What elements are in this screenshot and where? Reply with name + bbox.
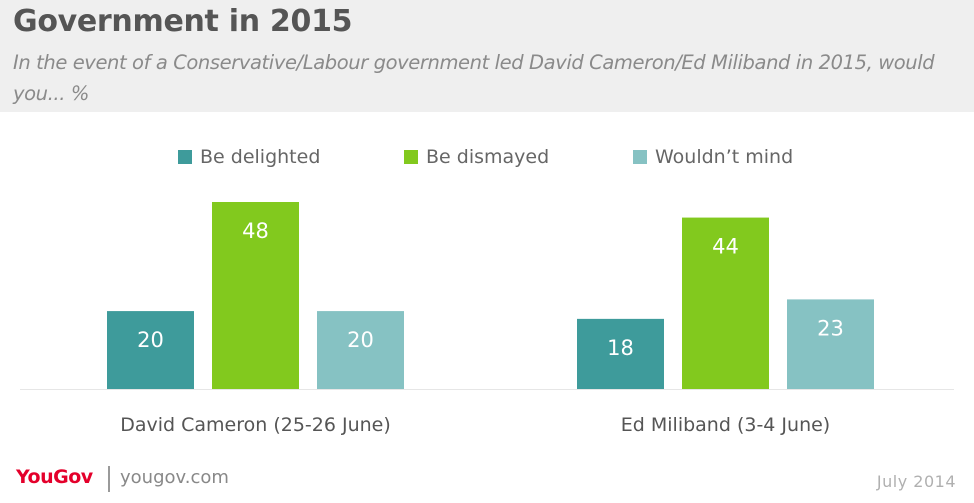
chart-title: Government in 2015 — [13, 4, 353, 39]
category-label: Ed Miliband (3-4 June) — [621, 414, 830, 436]
footer-divider — [108, 466, 110, 492]
footer-site-link[interactable]: yougov.com — [120, 467, 229, 488]
bar — [577, 318, 664, 389]
bar — [212, 202, 299, 389]
footer-date: July 2014 — [876, 472, 956, 491]
data-label: 48 — [242, 219, 269, 243]
legend-swatch-be-dismayed — [404, 150, 418, 164]
legend-item-be-delighted: Be delighted — [178, 143, 320, 171]
legend-item-be-dismayed: Be dismayed — [404, 143, 549, 171]
bar — [107, 311, 194, 389]
header-band: Government in 2015 In the event of a Con… — [0, 0, 974, 112]
data-label: 20 — [347, 328, 374, 352]
legend-item-wouldnt-mind: Wouldn’t mind — [633, 143, 793, 171]
bar — [682, 217, 769, 389]
chart-subtitle: In the event of a Conservative/Labour go… — [13, 51, 935, 105]
data-label: 23 — [817, 316, 844, 340]
yougov-logo: YouGov — [16, 466, 93, 488]
category-label: David Cameron (25-26 June) — [120, 414, 391, 436]
bar — [787, 299, 874, 389]
data-label: 44 — [712, 235, 739, 259]
legend-swatch-be-delighted — [178, 150, 192, 164]
legend: Be delighted Be dismayed Wouldn’t mind — [0, 143, 974, 171]
bar — [317, 311, 404, 389]
legend-label-be-delighted: Be delighted — [200, 146, 321, 168]
legend-label-be-dismayed: Be dismayed — [426, 146, 550, 168]
data-label: 18 — [607, 336, 634, 360]
legend-swatch-wouldnt-mind — [633, 150, 647, 164]
data-label: 20 — [137, 328, 164, 352]
legend-label-wouldnt-mind: Wouldn’t mind — [655, 146, 794, 168]
